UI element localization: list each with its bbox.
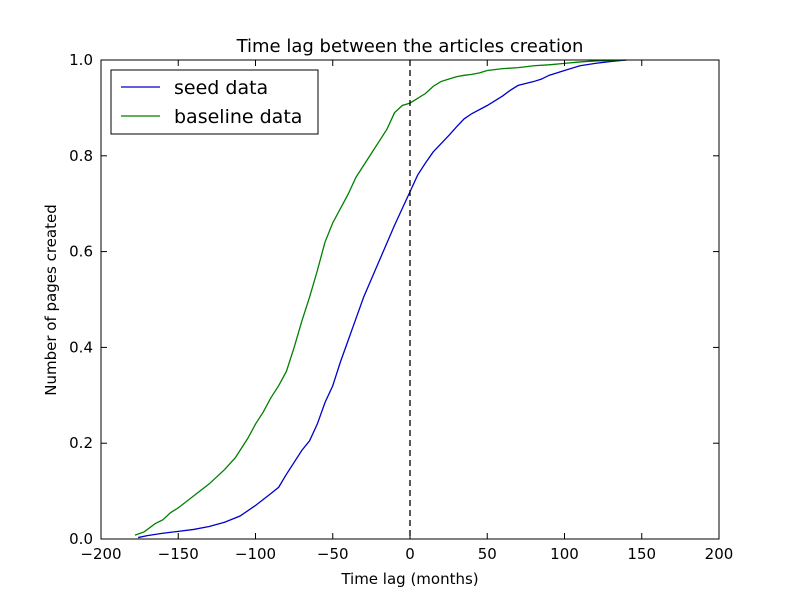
legend-label-seed-data: seed data (174, 77, 268, 99)
series-line-seed-data (137, 59, 627, 539)
y-tick-label: 0.0 (69, 530, 93, 548)
x-tick-label: 100 (550, 545, 579, 563)
y-tick-label: 0.4 (69, 338, 93, 356)
plot-frame (100, 59, 720, 540)
series-line-baseline-data (134, 59, 627, 536)
x-tick-label: 50 (478, 545, 497, 563)
y-axis-title: Number of pages created (42, 204, 60, 395)
x-tick-label: 0 (405, 545, 415, 563)
x-axis-title: Time lag (months) (340, 570, 478, 588)
x-axis: −200 −150 −100 −50 0 50 100 150 200 (80, 60, 733, 563)
chart-title: Time lag between the articles creation (236, 36, 584, 57)
y-tick-label: 0.2 (69, 434, 93, 452)
plot-area (134, 59, 627, 539)
x-tick-label: −150 (158, 545, 199, 563)
legend-label-baseline-data: baseline data (174, 106, 302, 128)
y-tick-label: 1.0 (69, 51, 93, 69)
y-tick-label: 0.6 (69, 243, 93, 261)
legend-box (110, 69, 319, 135)
x-tick-label: 200 (705, 545, 734, 563)
legend: seed data baseline data (110, 69, 319, 135)
x-tick-label: −100 (235, 545, 276, 563)
y-tick-label: 0.8 (69, 147, 93, 165)
x-tick-label: −50 (317, 545, 349, 563)
x-tick-label: −200 (80, 545, 121, 563)
x-tick-label: 150 (627, 545, 656, 563)
